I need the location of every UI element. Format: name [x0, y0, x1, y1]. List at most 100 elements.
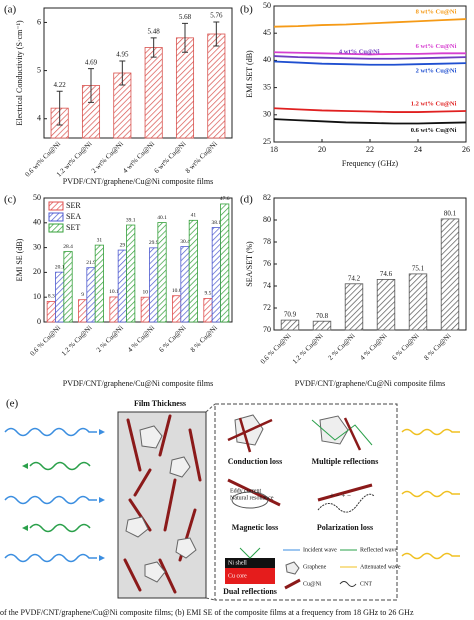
x-tick-label: 8 % Cu@Ni [423, 332, 453, 362]
x-tick-label: 6 wt% Cu@Ni [153, 140, 188, 175]
panel-label: (e) [6, 398, 19, 410]
series-label: 6 wt% Cu@Ni [416, 43, 457, 50]
value-label: 9.5 [205, 291, 212, 297]
mechanism-label: Conduction loss [228, 457, 282, 466]
legend-symbol [339, 581, 357, 587]
conduction-icon [227, 414, 273, 453]
x-tick-label: 22 [366, 145, 374, 154]
y-tick-label: 45 [263, 28, 271, 37]
y-tick-label: 82 [263, 193, 271, 202]
arrow [99, 429, 105, 435]
bar [144, 47, 163, 139]
y-tick-label: 6 [37, 17, 41, 26]
charge: + − + − [330, 492, 351, 500]
bar [55, 271, 65, 323]
legend-label: SEA [66, 212, 81, 221]
arrow [22, 525, 28, 531]
legend-swatch [48, 212, 64, 222]
x-tick-label: 0.6 % Cu@Ni [259, 332, 293, 366]
y-tick-label: 50 [263, 1, 271, 10]
x-axis-label: Frequency (GHz) [342, 159, 399, 168]
graphene-flakes [125, 425, 197, 583]
plot-frame [273, 197, 467, 331]
inner-label: Cu core [228, 573, 247, 579]
legend-label: Cu@Ni [303, 581, 322, 587]
line-series [273, 55, 467, 60]
error-bar [213, 21, 220, 47]
value-label: 10.1 [109, 289, 119, 295]
legend-symbol [284, 578, 301, 590]
bar [203, 298, 213, 323]
plot-frame [43, 7, 233, 139]
error-bar [150, 37, 157, 58]
bar [344, 283, 364, 331]
y-tick-label: 80 [263, 215, 271, 224]
value-label: 39.1 [126, 217, 136, 223]
legend-symbol [285, 561, 300, 575]
y-tick-label: 74 [263, 281, 271, 290]
incident-wave [4, 427, 97, 437]
reflection-icon [311, 415, 373, 451]
bar [440, 218, 460, 331]
x-tick-label: 4 % Cu@Ni [359, 332, 389, 362]
line-series [273, 60, 467, 66]
attenuated-wave [401, 490, 460, 498]
x-tick-label: 24 [414, 145, 422, 154]
x-tick-label: 6 % Cu@Ni [158, 324, 188, 354]
legend-label: SET [66, 223, 80, 232]
value-label: 40.1 [157, 215, 167, 221]
value-label: 47.6 [220, 196, 230, 202]
mechanism-label: Dual reflections [223, 587, 277, 596]
y-tick-label: 72 [263, 303, 271, 312]
caption: of the PVDF/CNT/graphene/Cu@Ni composite… [0, 608, 414, 617]
y-tick-label: 50 [33, 193, 41, 202]
series-label: 1.2 wt% Cu@Ni [411, 100, 457, 107]
legend-label: Incident wave [303, 547, 337, 553]
y-tick-label: 40 [33, 218, 41, 227]
value-label: 4.69 [85, 58, 98, 66]
y-tick-label: 20 [33, 267, 41, 276]
bar [408, 273, 428, 331]
bar [109, 296, 119, 323]
reflected-wave [29, 523, 91, 533]
y-tick-label: 4 [37, 114, 41, 123]
value-label: 9 [81, 292, 84, 298]
y-axis-label: SEA/SET (%) [245, 241, 254, 287]
inner-label: Ni shell [228, 560, 247, 566]
value-label: 30.4 [180, 239, 190, 245]
inner-label: Natural resonance [230, 495, 274, 501]
arrow [99, 497, 105, 503]
bar [180, 246, 190, 323]
mechanism-label: Multiple reflections [312, 457, 379, 466]
bar [117, 249, 127, 323]
legend-label: Graphene [303, 564, 327, 570]
value-label: 5.68 [179, 13, 192, 21]
y-tick-label: 30 [263, 110, 271, 119]
x-axis-label: PVDF/CNT/graphene/Cu@Ni composite films [63, 177, 213, 186]
x-tick-label: 8 % Cu@Ni [189, 324, 219, 354]
bar [94, 244, 104, 323]
dual-reflection-ray [239, 547, 261, 559]
bar [140, 296, 150, 323]
x-tick-label: 2 % Cu@Ni [327, 332, 357, 362]
mechanism-box [214, 403, 398, 601]
x-tick-label: 8 wt% Cu@Ni [184, 140, 219, 175]
x-tick-label: 2 wt% Cu@Ni [90, 140, 125, 175]
bar [86, 267, 96, 323]
series-label: 0.6 wt% Cu@Ni [411, 127, 457, 134]
bar [376, 278, 396, 331]
attenuated-wave [401, 552, 460, 560]
legend-label: SER [66, 201, 81, 210]
y-axis-label: EMI SET (dB) [245, 50, 254, 98]
x-axis-label: PVDF/CNT/graphene/Cu@Ni composite films [63, 379, 213, 388]
x-tick-label: 20 [318, 145, 326, 154]
bar [78, 299, 88, 323]
line-series [273, 118, 467, 125]
y-tick-label: 25 [263, 137, 271, 146]
y-tick-label: 40 [263, 55, 271, 64]
bar [46, 301, 56, 323]
series-label: 8 wt% Cu@Ni [416, 9, 457, 16]
bar [220, 203, 230, 323]
